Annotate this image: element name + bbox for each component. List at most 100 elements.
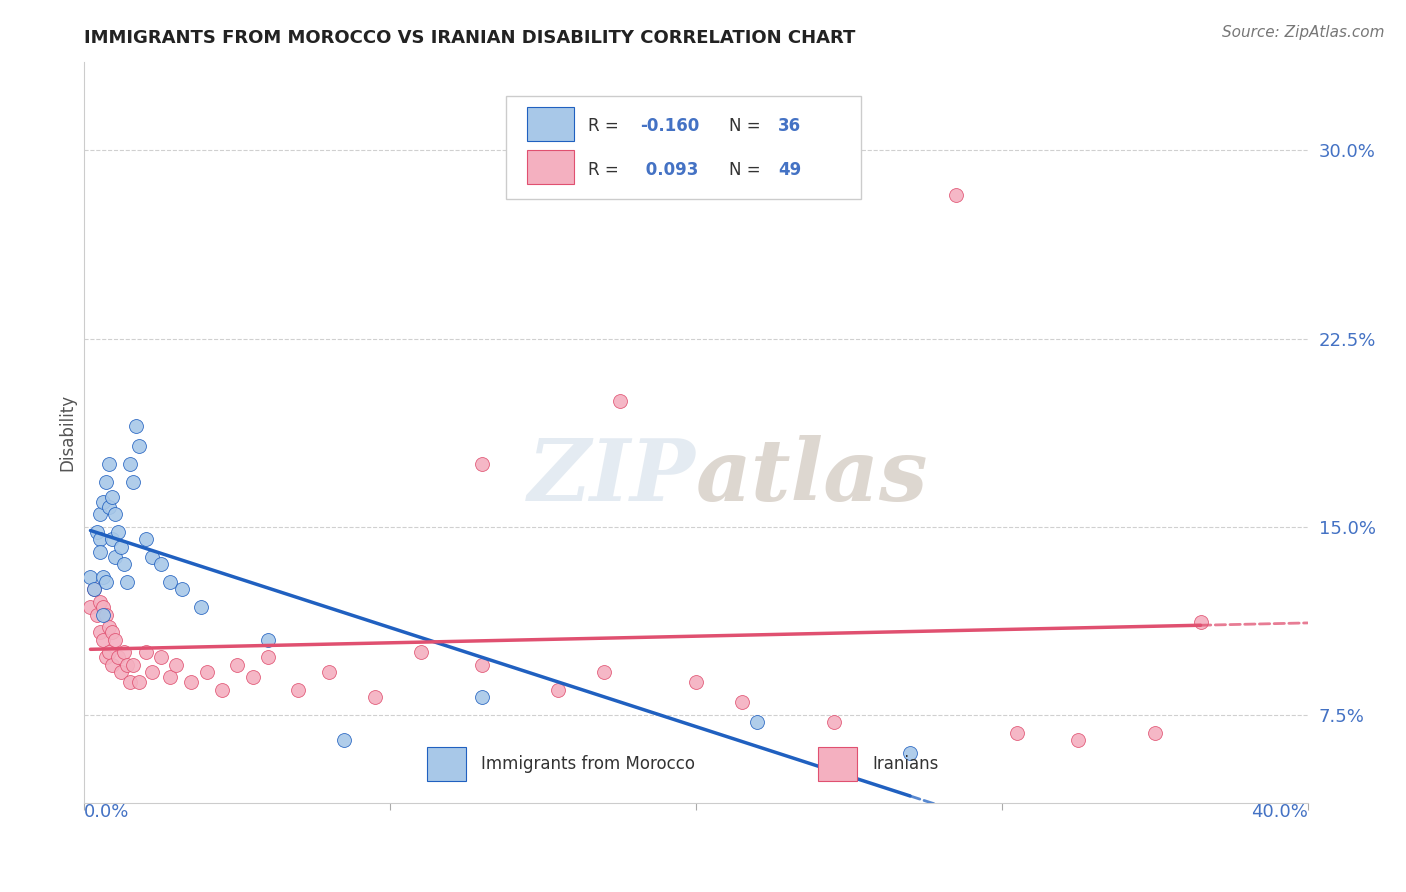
FancyBboxPatch shape: [506, 95, 860, 200]
Point: [89, 533, 111, 547]
Point: [115, 657, 138, 672]
Point: [97, 500, 120, 514]
FancyBboxPatch shape: [818, 747, 858, 780]
Point: [141, 665, 163, 680]
Point: [609, 394, 631, 409]
Point: [91, 494, 114, 508]
Point: [120, 457, 142, 471]
Point: [1143, 725, 1166, 739]
FancyBboxPatch shape: [427, 747, 465, 780]
Point: [898, 746, 921, 760]
Point: [89, 595, 111, 609]
Point: [101, 490, 124, 504]
Point: [141, 549, 163, 564]
Point: [1067, 733, 1090, 747]
FancyBboxPatch shape: [527, 151, 574, 184]
Point: [104, 507, 127, 521]
Point: [471, 690, 494, 705]
Point: [120, 675, 142, 690]
Point: [125, 419, 148, 434]
Point: [471, 657, 494, 672]
Point: [91, 607, 114, 622]
Point: [747, 715, 769, 730]
Point: [91, 632, 114, 647]
Text: R =: R =: [588, 161, 624, 178]
Point: [318, 665, 340, 680]
Point: [287, 682, 309, 697]
Point: [110, 665, 132, 680]
Text: 49: 49: [778, 161, 801, 178]
Point: [257, 632, 280, 647]
Point: [94, 650, 117, 665]
Point: [1189, 615, 1212, 629]
Point: [190, 600, 212, 615]
Point: [823, 715, 845, 730]
Point: [685, 675, 707, 690]
Point: [1005, 725, 1028, 739]
Y-axis label: Disability: Disability: [58, 394, 76, 471]
Point: [83, 582, 105, 597]
Point: [104, 632, 127, 647]
Point: [149, 650, 172, 665]
Point: [110, 540, 132, 554]
Point: [94, 475, 117, 489]
Point: [242, 670, 264, 684]
Point: [86, 524, 108, 539]
Point: [94, 607, 117, 622]
Point: [112, 558, 135, 572]
Point: [94, 574, 117, 589]
Point: [122, 657, 145, 672]
Point: [159, 670, 181, 684]
Point: [409, 645, 432, 659]
Point: [945, 188, 967, 202]
Text: N =: N =: [728, 161, 766, 178]
Point: [180, 675, 202, 690]
Point: [159, 574, 181, 589]
Point: [172, 582, 194, 597]
FancyBboxPatch shape: [527, 107, 574, 141]
Text: -0.160: -0.160: [640, 118, 699, 136]
Text: 0.0%: 0.0%: [84, 803, 129, 821]
Point: [101, 625, 124, 640]
Point: [107, 524, 129, 539]
Point: [97, 620, 120, 634]
Point: [149, 558, 172, 572]
Point: [122, 475, 145, 489]
Point: [89, 545, 111, 559]
Point: [128, 675, 150, 690]
Point: [91, 600, 114, 615]
Point: [97, 457, 120, 471]
Text: Iranians: Iranians: [872, 755, 938, 773]
Point: [211, 682, 233, 697]
Text: 0.093: 0.093: [640, 161, 697, 178]
Point: [115, 574, 138, 589]
Point: [107, 650, 129, 665]
Point: [471, 457, 494, 471]
Text: Immigrants from Morocco: Immigrants from Morocco: [481, 755, 695, 773]
Point: [104, 549, 127, 564]
Text: R =: R =: [588, 118, 624, 136]
Point: [79, 570, 101, 584]
Text: N =: N =: [728, 118, 766, 136]
Point: [89, 625, 111, 640]
Point: [195, 665, 218, 680]
Point: [731, 695, 754, 709]
Point: [593, 665, 616, 680]
Point: [97, 645, 120, 659]
Point: [547, 682, 569, 697]
Point: [135, 645, 157, 659]
Text: ZIP: ZIP: [529, 435, 696, 519]
Text: atlas: atlas: [696, 435, 928, 519]
Point: [83, 582, 105, 597]
Point: [112, 645, 135, 659]
Point: [86, 607, 108, 622]
Point: [101, 657, 124, 672]
Text: Source: ZipAtlas.com: Source: ZipAtlas.com: [1222, 25, 1385, 40]
Text: 40.0%: 40.0%: [1251, 803, 1308, 821]
Point: [333, 733, 356, 747]
Point: [364, 690, 387, 705]
Point: [91, 570, 114, 584]
Point: [226, 657, 249, 672]
Point: [257, 650, 280, 665]
Point: [128, 439, 150, 453]
